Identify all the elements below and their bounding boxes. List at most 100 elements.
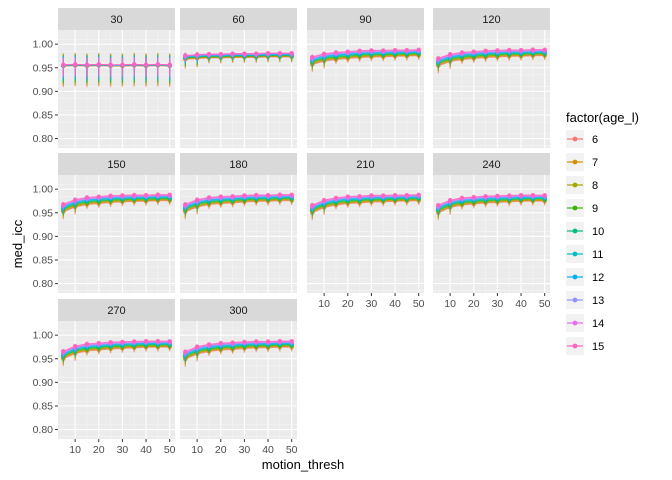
legend-key-9: 9 xyxy=(566,199,598,217)
x-tick-label: 20 xyxy=(468,298,480,310)
series-line xyxy=(185,340,292,353)
data-point xyxy=(369,193,374,198)
data-point xyxy=(507,47,512,53)
legend-label: 15 xyxy=(592,341,604,353)
series-line xyxy=(438,200,545,214)
data-point xyxy=(310,54,315,60)
x-tick-label: 50 xyxy=(286,444,298,456)
series-line xyxy=(312,53,419,64)
facet-strip xyxy=(58,299,175,321)
data-point xyxy=(530,192,536,198)
series-line xyxy=(185,346,292,360)
y-tick-label: 0.80 xyxy=(33,133,54,145)
legend-key-point xyxy=(572,136,578,142)
x-tick-label: 30 xyxy=(492,298,504,310)
series-line xyxy=(312,196,419,209)
series-line xyxy=(438,199,545,213)
series-15 xyxy=(61,338,172,355)
facet-strip-label: 90 xyxy=(359,14,371,26)
series-line xyxy=(312,49,419,58)
data-point xyxy=(416,47,421,52)
y-tick-label: 0.95 xyxy=(33,207,54,219)
series-line xyxy=(185,342,292,355)
panel-background xyxy=(180,30,297,148)
series-line xyxy=(438,195,545,208)
x-tick-label: 30 xyxy=(366,298,378,310)
legend-keys: 6 7 8 9 10 11 12 13 14 15 xyxy=(566,130,604,355)
series-line xyxy=(185,345,292,359)
data-point xyxy=(120,62,125,68)
y-tick-label: 0.90 xyxy=(33,377,54,389)
data-point xyxy=(277,50,283,56)
series-line xyxy=(438,195,545,207)
y-tick-label: 1.00 xyxy=(33,330,54,342)
data-point xyxy=(96,194,101,199)
series-line xyxy=(438,53,545,64)
x-tick-label: 40 xyxy=(140,444,152,456)
series-line xyxy=(312,54,419,65)
data-point xyxy=(483,48,488,53)
series-line xyxy=(438,199,545,212)
data-point xyxy=(518,192,524,198)
series-15 xyxy=(183,50,294,61)
legend-key-7: 7 xyxy=(566,153,598,171)
facet-strip xyxy=(307,8,424,30)
series-line xyxy=(185,195,292,207)
series-line xyxy=(185,196,292,208)
x-tick-label: 20 xyxy=(342,298,354,310)
series-line xyxy=(438,49,545,59)
y-tick-label: 0.85 xyxy=(33,400,54,412)
legend-label: 12 xyxy=(592,272,604,284)
series-15 xyxy=(310,192,421,209)
series-line xyxy=(185,344,292,358)
facet-panel-210: 210 10 20 30 40 50 xyxy=(307,153,425,310)
x-tick-label: 50 xyxy=(164,444,176,456)
series-line xyxy=(312,52,419,62)
series-15 xyxy=(183,338,294,356)
series-line xyxy=(63,341,170,353)
data-point xyxy=(183,349,188,354)
data-point xyxy=(416,192,421,197)
data-point xyxy=(345,49,350,54)
series-line xyxy=(312,53,419,63)
facet-panels: 30 0.80 0.85 0.90 0.95 1.00 60 90 120 150 0.80 0.85… xyxy=(33,8,551,456)
series-line xyxy=(63,343,170,356)
legend-title: factor(age_l) xyxy=(566,110,639,125)
data-point xyxy=(143,338,149,344)
series-line xyxy=(312,51,419,60)
legend-key-point xyxy=(572,159,578,165)
series-line xyxy=(63,196,170,209)
data-point xyxy=(206,51,212,57)
data-point xyxy=(357,193,362,199)
facet-strip-label: 270 xyxy=(107,305,125,317)
facet-strip xyxy=(180,153,297,175)
series-line xyxy=(63,198,170,211)
data-point xyxy=(183,53,188,58)
data-point xyxy=(96,340,101,346)
series-line xyxy=(438,52,545,64)
series-line xyxy=(185,343,292,356)
series-line xyxy=(63,344,170,357)
data-point xyxy=(72,62,78,67)
series-line xyxy=(63,343,170,356)
data-point xyxy=(471,194,476,200)
facet-strip xyxy=(307,153,424,175)
series-line xyxy=(185,343,292,357)
x-tick-label: 40 xyxy=(515,298,527,310)
legend-key-point xyxy=(572,343,578,349)
series-line xyxy=(312,196,419,210)
data-point xyxy=(230,51,235,56)
series-line xyxy=(185,341,292,354)
series-line xyxy=(185,197,292,210)
data-point xyxy=(289,192,294,197)
series-line xyxy=(438,49,545,60)
facet-strip-label: 60 xyxy=(232,14,244,26)
data-point xyxy=(254,192,259,198)
data-point xyxy=(84,341,90,347)
data-point xyxy=(404,192,410,198)
legend-key-point xyxy=(572,251,578,257)
series-line xyxy=(438,198,545,211)
facet-strip xyxy=(180,8,297,30)
series-line xyxy=(63,194,170,205)
